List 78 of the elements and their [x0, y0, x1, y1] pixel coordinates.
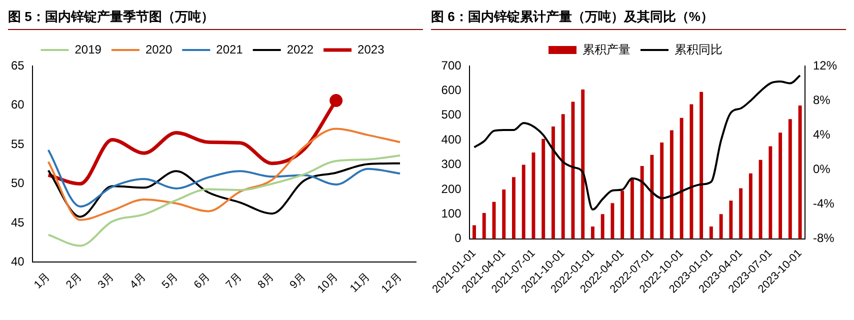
y-tick-label: 45 [10, 215, 25, 230]
bar [660, 142, 664, 239]
bar [630, 178, 634, 239]
legend-label: 2022 [286, 42, 314, 56]
y-tick-label: 100 [441, 206, 462, 220]
x-tick-label: 1月 [32, 270, 53, 292]
y2-tick-label: -4% [812, 196, 835, 211]
legend-label: 2023 [358, 42, 385, 56]
bar [768, 146, 772, 239]
x-tick-label: 11月 [348, 270, 372, 296]
bar [700, 92, 704, 239]
bar [758, 160, 762, 239]
bar [719, 214, 723, 239]
x-tick-label: 6月 [192, 270, 212, 292]
line-series [47, 154, 402, 247]
legend-label: 2020 [145, 42, 172, 56]
bar [571, 102, 575, 239]
bar [680, 118, 684, 239]
line-series [47, 128, 402, 221]
legend-label: 累积同比 [674, 42, 722, 56]
bar [650, 154, 654, 239]
bar [778, 132, 782, 239]
x-tick-label: 4月 [128, 270, 149, 292]
bar [788, 119, 792, 239]
x-tick-label: 3月 [96, 270, 117, 292]
chart-title: 图 5：国内锌锭产量季节图（万吨） [8, 8, 423, 30]
x-tick-label: 2月 [64, 270, 85, 292]
bar [472, 225, 476, 239]
y-tick-label: 0 [454, 231, 462, 246]
bar [610, 203, 614, 239]
bar [522, 164, 526, 239]
y2-tick-label: 12% [812, 58, 838, 72]
bar [561, 114, 565, 239]
bar [482, 212, 486, 239]
legend-label: 2019 [74, 42, 102, 56]
bar [709, 226, 713, 239]
bar [552, 126, 555, 239]
x-tick-label: 5月 [160, 270, 180, 292]
y-tick-label: 600 [441, 83, 462, 98]
legend-label: 2021 [216, 42, 244, 56]
line-series [47, 148, 402, 208]
bar [670, 130, 674, 239]
bar [640, 166, 644, 239]
x-tick-label: 12月 [379, 270, 404, 296]
y-tick-label: 200 [441, 182, 462, 196]
bar [620, 190, 624, 239]
bar [502, 189, 506, 239]
y-tick-label: 55 [10, 136, 25, 151]
bar [542, 138, 546, 239]
y2-tick-label: -8% [812, 231, 835, 246]
y-tick-label: 300 [441, 157, 462, 172]
bar [581, 89, 585, 239]
bar [600, 214, 604, 239]
y-tick-label: 60 [10, 98, 25, 112]
y-tick-label: 50 [10, 176, 25, 190]
bar [512, 177, 516, 239]
y-tick-label: 700 [441, 58, 462, 72]
bar [798, 106, 802, 239]
y-tick-label: 40 [10, 254, 25, 269]
bar [748, 173, 752, 239]
x-tick-label: 8月 [256, 270, 276, 292]
line-series [473, 74, 802, 210]
y2-tick-label: 4% [812, 127, 831, 142]
y2-tick-label: 8% [812, 92, 831, 107]
bar [590, 226, 594, 239]
y-tick-label: 65 [10, 58, 25, 72]
bar [690, 104, 694, 239]
y-tick-label: 500 [441, 108, 462, 122]
x-tick-label: 10月 [315, 270, 340, 296]
y-tick-label: 400 [441, 132, 462, 146]
line-series [47, 162, 402, 218]
bar [739, 188, 743, 239]
chart-title: 图 6：国内锌锭累计产量（万吨）及其同比（%） [431, 8, 846, 30]
bar [729, 200, 733, 239]
x-tick-label: 7月 [224, 270, 244, 292]
x-tick-label: 9月 [288, 270, 308, 292]
y2-tick-label: 0% [812, 162, 831, 176]
legend-label: 累积产量 [582, 42, 630, 56]
